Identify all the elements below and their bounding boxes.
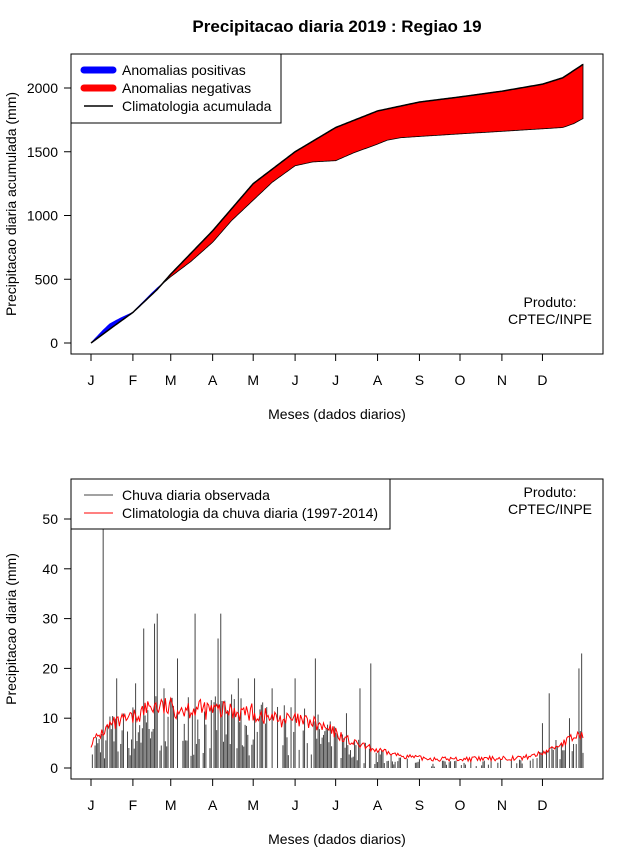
x-tick-label: M bbox=[165, 372, 177, 388]
x-tick-label: J bbox=[332, 372, 339, 388]
cumulative-legend: Anomalias positivas Anomalias negativas … bbox=[70, 53, 282, 124]
daily-climatology-line bbox=[90, 696, 584, 764]
daily-legend: Chuva diaria observada Climatologia da c… bbox=[70, 478, 391, 530]
cumulative-annotation: Produto: CPTEC/INPE bbox=[508, 294, 592, 327]
y-tick-label: 2000 bbox=[27, 80, 58, 96]
x-tick-label: S bbox=[415, 797, 424, 813]
x-tick-label: J bbox=[88, 372, 95, 388]
x-tick-label: A bbox=[373, 797, 383, 813]
cumulative-y-axis-label: Precipitacao diaria acumulada (mm) bbox=[3, 92, 19, 316]
daily-chart-data bbox=[90, 528, 584, 768]
y-tick-label: 1500 bbox=[27, 144, 58, 160]
x-tick-label: N bbox=[497, 372, 507, 388]
cumulative-axes: 0 500 1000 1500 2000 J F M A M J J A S O N D bbox=[27, 80, 548, 388]
cumulative-chart-data bbox=[90, 63, 584, 344]
x-tick-label: M bbox=[247, 372, 259, 388]
x-tick-label: F bbox=[129, 372, 138, 388]
y-tick-label: 1000 bbox=[27, 208, 58, 224]
x-tick-label: O bbox=[455, 372, 466, 388]
y-tick-label: 0 bbox=[50, 335, 58, 351]
x-tick-label: M bbox=[247, 797, 259, 813]
x-tick-label: N bbox=[497, 797, 507, 813]
x-tick-label: J bbox=[88, 797, 95, 813]
x-tick-label: A bbox=[373, 372, 383, 388]
legend-positive-label: Anomalias positivas bbox=[122, 62, 246, 78]
x-tick-label: J bbox=[292, 797, 299, 813]
y-tick-label: 30 bbox=[42, 611, 58, 627]
legend-daily-climatology-label: Climatologia da chuva diaria (1997-2014) bbox=[122, 505, 378, 521]
x-tick-label: A bbox=[208, 797, 218, 813]
legend-climatology-label: Climatologia acumulada bbox=[122, 98, 272, 114]
x-tick-label: O bbox=[455, 797, 466, 813]
climatology-cumulative-line bbox=[90, 63, 584, 344]
y-tick-label: 500 bbox=[35, 271, 59, 287]
y-tick-label: 40 bbox=[42, 561, 58, 577]
x-tick-label: J bbox=[332, 797, 339, 813]
x-tick-label: D bbox=[537, 797, 547, 813]
daily-y-axis-label: Precipitacao diaria (mm) bbox=[3, 553, 19, 705]
y-tick-label: 50 bbox=[42, 511, 58, 527]
y-tick-label: 0 bbox=[50, 760, 58, 776]
daily-annotation: Produto: CPTEC/INPE bbox=[508, 484, 592, 517]
x-tick-label: F bbox=[129, 797, 138, 813]
x-tick-label: J bbox=[292, 372, 299, 388]
daily-axes: 0 10 20 30 40 50 J F M A M J J A S O N D bbox=[42, 511, 547, 813]
x-tick-label: S bbox=[415, 372, 424, 388]
x-tick-label: M bbox=[165, 797, 177, 813]
daily-x-axis-label: Meses (dados diarios) bbox=[268, 831, 406, 847]
legend-negative-label: Anomalias negativas bbox=[122, 80, 251, 96]
y-tick-label: 20 bbox=[42, 660, 58, 676]
cumulative-x-axis-label: Meses (dados diarios) bbox=[268, 406, 406, 422]
y-tick-label: 10 bbox=[42, 710, 58, 726]
x-tick-label: A bbox=[208, 372, 218, 388]
legend-observed-label: Chuva diaria observada bbox=[122, 487, 270, 503]
chart-title: Precipitacao diaria 2019 : Regiao 19 bbox=[192, 17, 481, 36]
x-tick-label: D bbox=[537, 372, 547, 388]
